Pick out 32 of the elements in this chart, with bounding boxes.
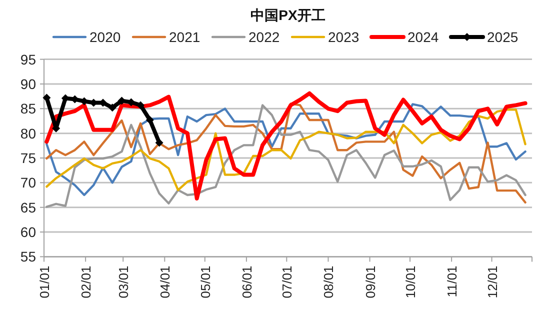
legend-label: 2023	[328, 29, 360, 45]
legend-label: 2021	[169, 29, 200, 45]
point	[108, 104, 116, 112]
y-tick-label: 90	[20, 76, 36, 92]
y-tick-label: 60	[20, 224, 36, 240]
chart-title: 中国PX开工	[250, 7, 326, 23]
y-tick-label: 80	[20, 125, 36, 142]
point	[155, 138, 164, 147]
x-tick-label: 06/01	[239, 266, 254, 298]
legend-label: 2022	[248, 29, 280, 45]
legend-label: 2020	[90, 29, 121, 45]
x-tick-label: 08/01	[321, 266, 336, 298]
x-tick-label: 10/01	[403, 266, 418, 298]
x-tick-label: 07/01	[280, 266, 295, 298]
x-tick-label: 03/01	[116, 266, 132, 298]
point	[146, 116, 154, 124]
x-tick-label: 12/01	[484, 266, 500, 298]
x-tick-label: 02/01	[78, 266, 94, 298]
x-tick-label: 09/01	[362, 266, 378, 298]
y-tick-label: 55	[20, 248, 36, 265]
y-tick-label: 95	[20, 51, 36, 68]
y-tick-label: 65	[20, 199, 36, 216]
legend-label: 2025	[487, 29, 518, 45]
x-tick-label: 04/01	[158, 266, 173, 298]
x-tick-label: 05/01	[198, 266, 213, 298]
legend-label: 2024	[408, 29, 439, 45]
y-tick-label: 85	[20, 100, 36, 117]
point	[136, 101, 145, 110]
y-tick-label: 75	[20, 150, 36, 166]
x-tick-label: 11/01	[444, 266, 460, 298]
x-tick-label: 01/01	[37, 266, 52, 298]
y-tick-label: 70	[20, 174, 36, 191]
